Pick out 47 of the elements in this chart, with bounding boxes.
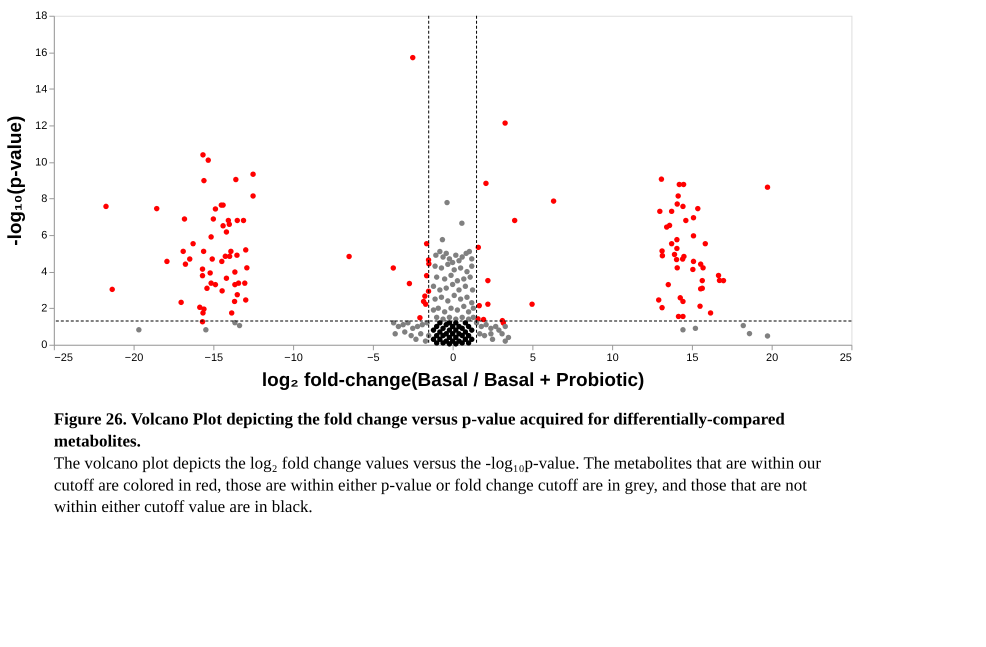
x-tick-label: −5 [367,352,380,364]
x-tick-label: 20 [766,352,778,364]
x-tick-label: 25 [840,352,852,364]
point [466,324,472,330]
y-tick-label: 14 [35,83,48,96]
y-tick-label: 2 [41,302,48,315]
y-tick-label: 16 [35,46,48,59]
x-tick-label: 10 [606,352,619,364]
point [434,324,440,330]
point [462,329,468,335]
point [462,336,468,342]
x-tick-label: −20 [124,352,144,364]
point [434,340,440,346]
point [444,331,449,337]
x-tick-label: −15 [204,352,224,364]
point [437,320,443,326]
x-tick-label: 15 [686,352,698,364]
text: The volcano plot depicts the log₂ fold change values versus the -log₁₀p-value. The metabolites that are within our cutoff are colored in red, those are within either p-value or fold change cutoff are in grey, and those that are not within either cutoff value are in black. [54,453,822,516]
point [466,340,472,346]
point [430,327,436,333]
y-tick-label: 8 [41,193,48,206]
point [459,340,465,346]
x-tick-label: 5 [530,352,536,364]
point [453,334,459,340]
y-tick-label: 4 [41,266,48,278]
x-tick-label: −10 [284,352,303,364]
x-tick-label: −25 [54,352,73,364]
point [453,327,459,333]
point [469,336,474,342]
point [437,336,443,342]
y-tick-label: 0 [41,339,48,352]
y-axis-title: -log₁₀(p-value) [5,116,26,246]
point [450,324,456,330]
point [459,332,465,338]
caption: Figure 26. Volcano Plot depicting the fold change versus p-value acquired for differentially-compared metabolites. [54,410,786,450]
point [459,326,465,332]
point [450,331,456,337]
point [469,327,474,333]
point [466,332,472,338]
x-axis-title: log₂ fold-change(Basal / Basal + Probiotic) [262,370,644,392]
y-tick-label: 10 [35,156,48,168]
y-tick-label: 18 [35,10,48,22]
x-tick-label: 0 [450,352,456,364]
y-tick-label: 6 [41,230,48,242]
point [434,332,440,338]
y-tick-label: 12 [35,120,48,132]
point [440,326,446,332]
